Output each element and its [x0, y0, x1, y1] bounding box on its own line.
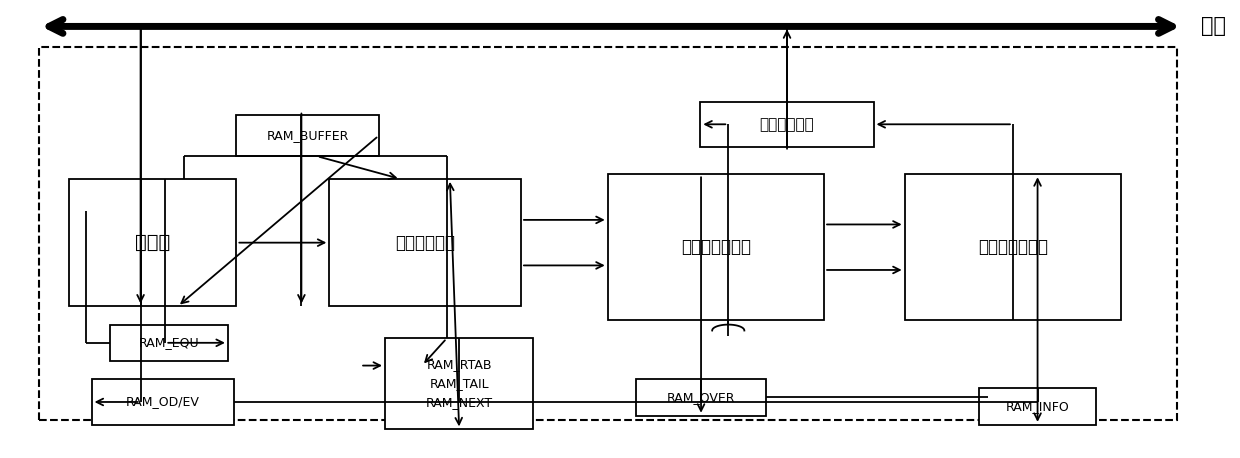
Bar	[92, 379, 234, 425]
Bar	[978, 388, 1096, 425]
Text: RAM_EQU: RAM_EQU	[139, 336, 200, 349]
Text: RAM_OD/EV: RAM_OD/EV	[126, 396, 200, 409]
Bar	[608, 174, 825, 320]
Bar	[904, 174, 1121, 320]
Bar	[701, 102, 874, 147]
Text: 游程输出接口: 游程输出接口	[760, 117, 815, 132]
Bar	[69, 179, 237, 306]
Text: 行扫描: 行扫描	[135, 233, 171, 252]
Bar	[330, 179, 521, 306]
Text: RAM_INFO: RAM_INFO	[1006, 400, 1069, 413]
Text: 等价游程更新: 等价游程更新	[396, 234, 455, 251]
Text: RAM_RTAB
RAM_TAIL
RAM_NEXT: RAM_RTAB RAM_TAIL RAM_NEXT	[425, 358, 492, 409]
Text: RAM_BUFFER: RAM_BUFFER	[267, 129, 348, 142]
Bar	[237, 115, 378, 156]
Text: 连通域结束检测: 连通域结束检测	[681, 238, 751, 256]
Text: RAM_OVER: RAM_OVER	[667, 391, 735, 404]
Text: 总线: 总线	[1202, 16, 1226, 37]
Bar	[38, 47, 1177, 420]
Bar	[636, 379, 766, 416]
Bar	[110, 325, 228, 361]
Bar	[384, 338, 533, 429]
Text: 游程缓冲区控制: 游程缓冲区控制	[978, 238, 1048, 256]
